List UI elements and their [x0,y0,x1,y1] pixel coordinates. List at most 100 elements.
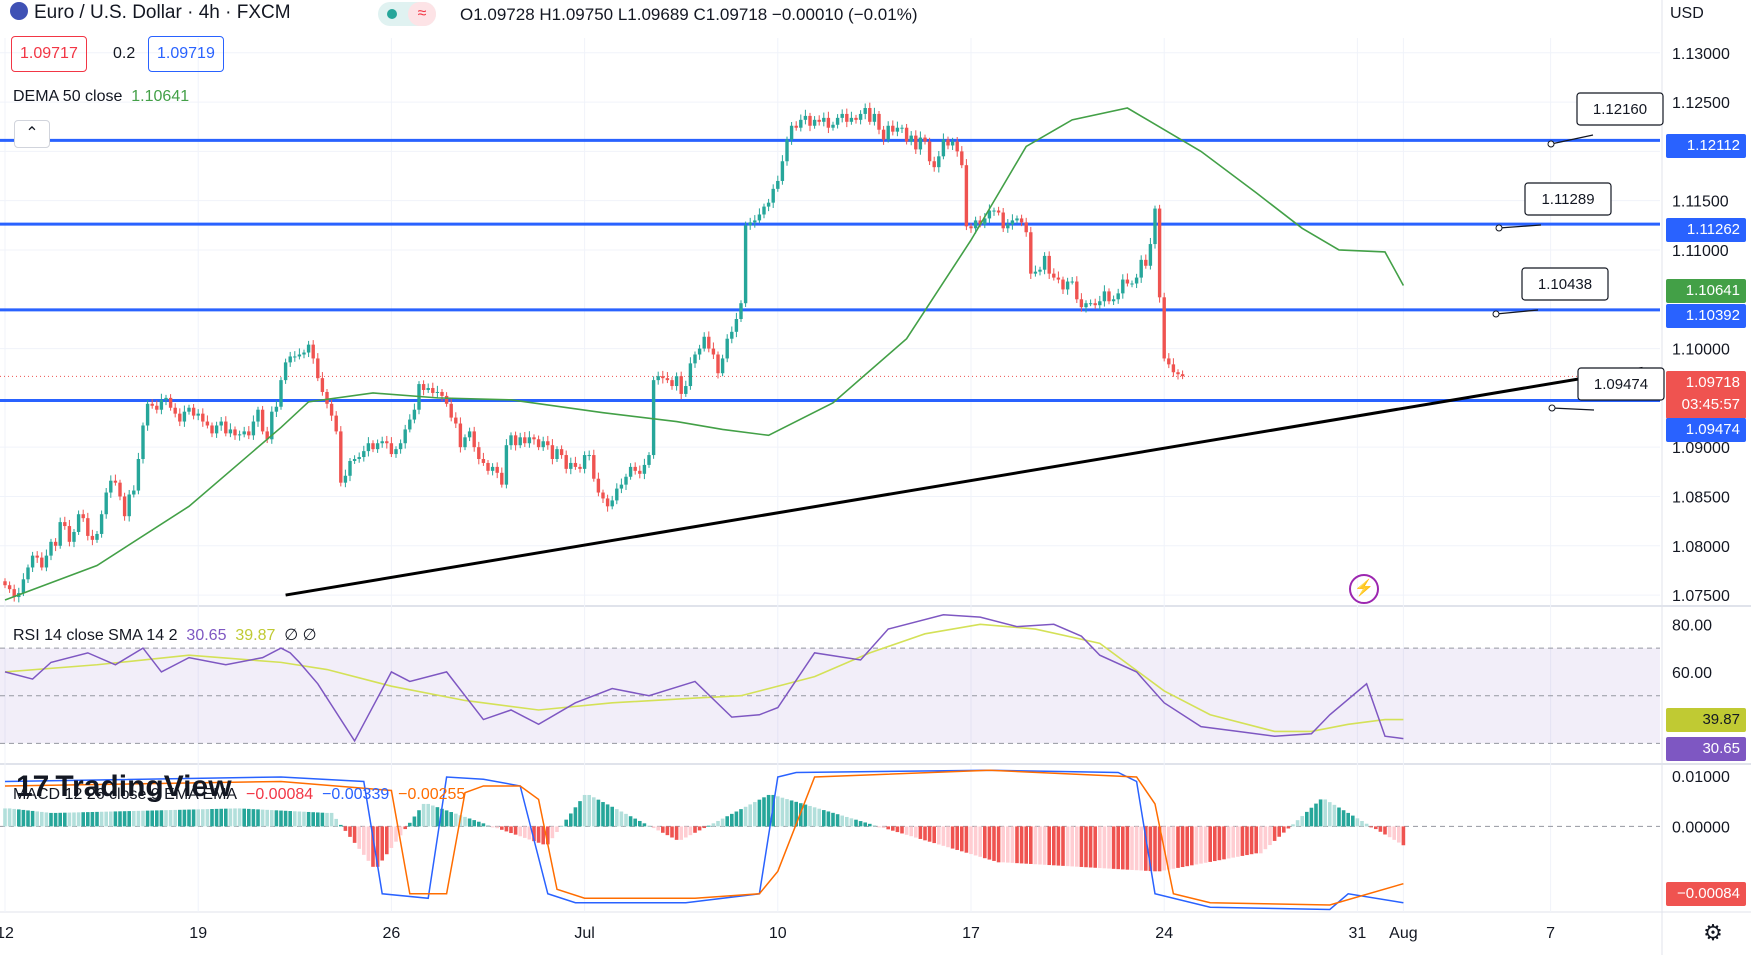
candle-body [812,119,817,126]
candle-body [633,466,637,471]
candle-body [1019,218,1024,223]
callout-box [1521,267,1609,301]
macd-hist-bar [799,803,803,827]
macd-hist-bar [1277,826,1281,837]
macd-hist-bar [1130,826,1134,870]
candle-body [762,206,766,215]
level-tag-4: 1.09474 [1666,418,1746,442]
candle-body [444,395,449,404]
macd-hist-bar [247,808,251,827]
macd-hist-bar [1019,826,1024,864]
candle-body [426,388,430,390]
macd-line-value: −0.00339 [322,786,390,803]
macd-hist-bar [564,819,568,827]
trendline [285,366,1643,597]
macd-hist-bar [605,804,610,827]
tradingview-logo: 17 TradingView [16,770,232,804]
dema-legend[interactable]: DEMA 50 close 1.10641 [13,88,189,106]
macd-label: MACD 12 26 close 9 EMA EMA [13,786,238,803]
currency-selector[interactable]: USD [1670,5,1704,22]
rsi-sma-value: 39.87 [235,627,276,644]
macd-hist-bar [1222,826,1226,860]
macd-hist-bar [357,826,361,849]
candle-body [877,113,881,130]
candle-body [495,466,499,473]
macd-hist-bar [136,810,141,827]
market-status-badge[interactable]: ≈ [378,2,436,26]
macd-hist-bar [674,826,679,840]
candle-body [858,113,863,120]
macd-hist-bar [302,811,306,827]
candle-body [1176,372,1180,375]
candle-body [987,210,992,219]
macd-hist-bar [1088,826,1093,868]
macd-hist-bar [348,826,352,837]
bid-price[interactable]: 1.09717 [11,36,87,72]
macd-hist-bar [76,812,81,827]
replay-event-icon[interactable]: ⚡ [1349,574,1379,604]
macd-hist-bar [983,826,987,859]
candle-body [785,139,789,162]
x-tick-label: 7 [1546,925,1555,942]
candle-body [702,336,706,349]
macd-hist-bar [463,816,467,827]
macd-hist-bar [1397,826,1401,843]
macd-hist-bar [596,799,601,827]
macd-hist-bar [582,794,587,827]
collapse-indicators-button[interactable]: ⌃ [14,120,50,148]
candle-body [371,443,375,450]
callout-anchor [1548,404,1556,412]
candle-body [224,421,228,434]
candle-body [196,413,200,416]
macd-hist-bar [426,803,430,827]
macd-hist-bar [587,794,591,827]
macd-hist-bar [647,825,651,827]
candle-body [122,496,127,517]
candle-body [536,439,541,448]
macd-hist-bar [1231,826,1235,858]
candle-body [909,135,913,142]
macd-hist-bar [661,826,665,833]
candle-body [900,127,904,129]
candle-body [431,388,435,393]
candle-body [394,449,398,455]
macd-hist-bar [205,809,210,827]
candle-body [467,431,472,438]
macd-hist-bar [118,811,122,827]
macd-hist-bar [1305,811,1309,827]
candle-body [3,581,7,586]
candle-body [1167,358,1171,365]
candle-body [679,376,683,394]
macd-hist-bar [362,826,366,855]
macd-hist-bar [53,812,58,827]
macd-hist-bar [555,826,559,833]
macd-signal-value: −0.00255 [398,786,466,803]
candle-body [1088,303,1093,305]
level-tag-2: 1.11262 [1666,218,1746,242]
macd-legend[interactable]: MACD 12 26 close 9 EMA EMA −0.00084 −0.0… [13,786,465,804]
macd-hist-bar [90,811,95,827]
x-tick-label: 17 [962,925,980,942]
ask-price[interactable]: 1.09719 [148,36,224,72]
macd-hist-bar [1180,826,1185,868]
macd-hist-bar [822,810,826,827]
macd-hist-bar [808,805,812,827]
macd-hist-bar [293,811,297,827]
rsi-legend[interactable]: RSI 14 close SMA 14 2 30.65 39.87 ∅ ∅ [13,625,317,645]
candle-body [624,476,628,485]
macd-hist-bar [63,812,67,827]
macd-hist-bar [881,826,886,828]
candle-body [412,409,417,420]
candle-body [803,115,808,120]
chart-settings-icon[interactable]: ⚙ [1703,920,1723,945]
candle-body [766,202,771,207]
macd-hist-bar [1075,826,1079,867]
x-tick-label: Jul [574,925,594,942]
symbol-title[interactable]: Euro / U.S. Dollar · 4h · FXCM [10,2,291,24]
candle-body [329,403,334,416]
macd-hist-bar [927,826,932,842]
candle-body [58,522,62,546]
y-tick-label: 1.10000 [1672,342,1730,359]
